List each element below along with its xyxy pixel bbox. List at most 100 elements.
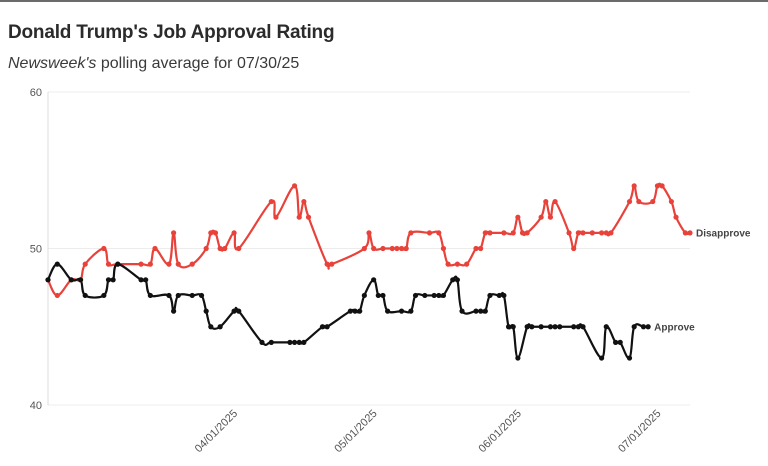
disapprove-point	[668, 198, 674, 205]
x-tick-label: 04/01/2025	[193, 408, 240, 455]
approve-point	[296, 339, 302, 345]
x-tick-label: 05/01/2025	[332, 408, 379, 455]
approve-point	[143, 277, 149, 283]
approve-point	[175, 292, 181, 299]
approve-point	[640, 324, 647, 330]
disapprove-point	[394, 245, 400, 252]
approve-point	[291, 339, 298, 345]
disapprove-point	[575, 230, 581, 236]
disapprove-point	[673, 214, 679, 220]
approve-point	[268, 339, 274, 345]
approve-point	[198, 292, 205, 299]
approve-point	[645, 324, 651, 330]
disapprove-point	[273, 214, 279, 220]
disapprove-point	[580, 230, 586, 236]
series-approve: Approve	[45, 261, 695, 361]
series-layer: Disapprove Approve	[45, 182, 751, 361]
disapprove-point	[152, 245, 158, 252]
x-axis: 04/01/2025 05/01/2025 06/01/2025 07/01/2025	[193, 408, 664, 455]
disapprove-point	[599, 230, 605, 236]
disapprove-point	[626, 198, 633, 205]
disapprove-point	[566, 230, 572, 236]
disapprove-point	[301, 198, 307, 205]
approve-point	[138, 277, 144, 283]
y-tick-label: 40	[30, 400, 42, 412]
disapprove-point	[501, 230, 507, 236]
chart-subtitle: Newsweek's polling average for 07/30/25	[8, 55, 299, 73]
disapprove-point	[589, 230, 595, 236]
disapprove-point	[175, 261, 181, 267]
disapprove-point	[138, 261, 144, 267]
disapprove-point	[547, 214, 554, 220]
approve-point	[166, 292, 172, 299]
y-tick-label: 60	[30, 87, 42, 99]
approve-point	[324, 324, 330, 330]
disapprove-point	[101, 245, 107, 252]
approve-point	[208, 324, 214, 330]
disapprove-point	[54, 292, 60, 299]
approve-point	[431, 292, 437, 299]
x-tick-label: 07/01/2025	[616, 408, 663, 455]
approve-end-label: Approve	[654, 322, 695, 333]
disapprove-point	[440, 245, 447, 252]
approve-point	[454, 277, 460, 283]
approve-point	[105, 277, 112, 283]
approve-point	[77, 277, 84, 283]
approve-point	[459, 308, 465, 314]
disapprove-point	[510, 230, 516, 236]
approve-point	[478, 308, 484, 314]
disapprove-point	[571, 245, 577, 252]
disapprove-point	[631, 183, 637, 189]
approve-point	[436, 292, 442, 299]
disapprove-point	[208, 230, 214, 236]
disapprove-point	[82, 261, 88, 267]
disapprove-point	[324, 261, 330, 267]
approve-point	[147, 292, 153, 299]
approve-point	[115, 261, 121, 267]
disapprove-point	[654, 183, 661, 189]
approve-point	[529, 324, 535, 330]
approve-point	[496, 292, 502, 299]
approve-point	[626, 355, 633, 361]
approve-point	[557, 324, 563, 330]
disapprove-point	[212, 230, 219, 236]
approve-point	[510, 324, 516, 330]
approve-point	[631, 324, 637, 330]
disapprove-point	[380, 245, 386, 252]
grid-layer	[47, 91, 690, 406]
approve-point	[54, 261, 60, 267]
y-axis: 40 50 60	[30, 87, 42, 412]
disapprove-point	[543, 198, 549, 205]
approve-point	[217, 324, 223, 330]
x-tick-label: 06/01/2025	[477, 408, 524, 455]
disapprove-end-label: Disapprove	[696, 228, 751, 239]
approve-point	[203, 308, 209, 314]
approve-point	[580, 324, 586, 330]
disapprove-point	[147, 261, 153, 267]
approve-point	[571, 324, 577, 330]
approve-point	[408, 308, 414, 314]
disapprove-point	[389, 245, 395, 252]
disapprove-point	[403, 245, 409, 252]
disapprove-point	[473, 245, 479, 252]
disapprove-point	[464, 261, 470, 267]
approve-point	[189, 292, 195, 299]
disapprove-line	[46, 182, 692, 297]
top-rule	[0, 0, 768, 2]
disapprove-point	[659, 183, 665, 189]
disapprove-point	[217, 245, 223, 252]
disapprove-point	[305, 214, 312, 220]
disapprove-point	[268, 198, 274, 205]
disapprove-point	[636, 198, 642, 205]
disapprove-point	[166, 261, 172, 267]
approve-point	[617, 339, 623, 345]
disapprove-point	[291, 183, 298, 189]
approve-point	[385, 308, 391, 314]
approve-point	[357, 308, 363, 314]
approve-point	[398, 308, 405, 314]
approve-point	[422, 292, 428, 299]
disapprove-point	[515, 214, 521, 220]
disapprove-point	[482, 230, 488, 236]
disapprove-point	[329, 261, 335, 267]
